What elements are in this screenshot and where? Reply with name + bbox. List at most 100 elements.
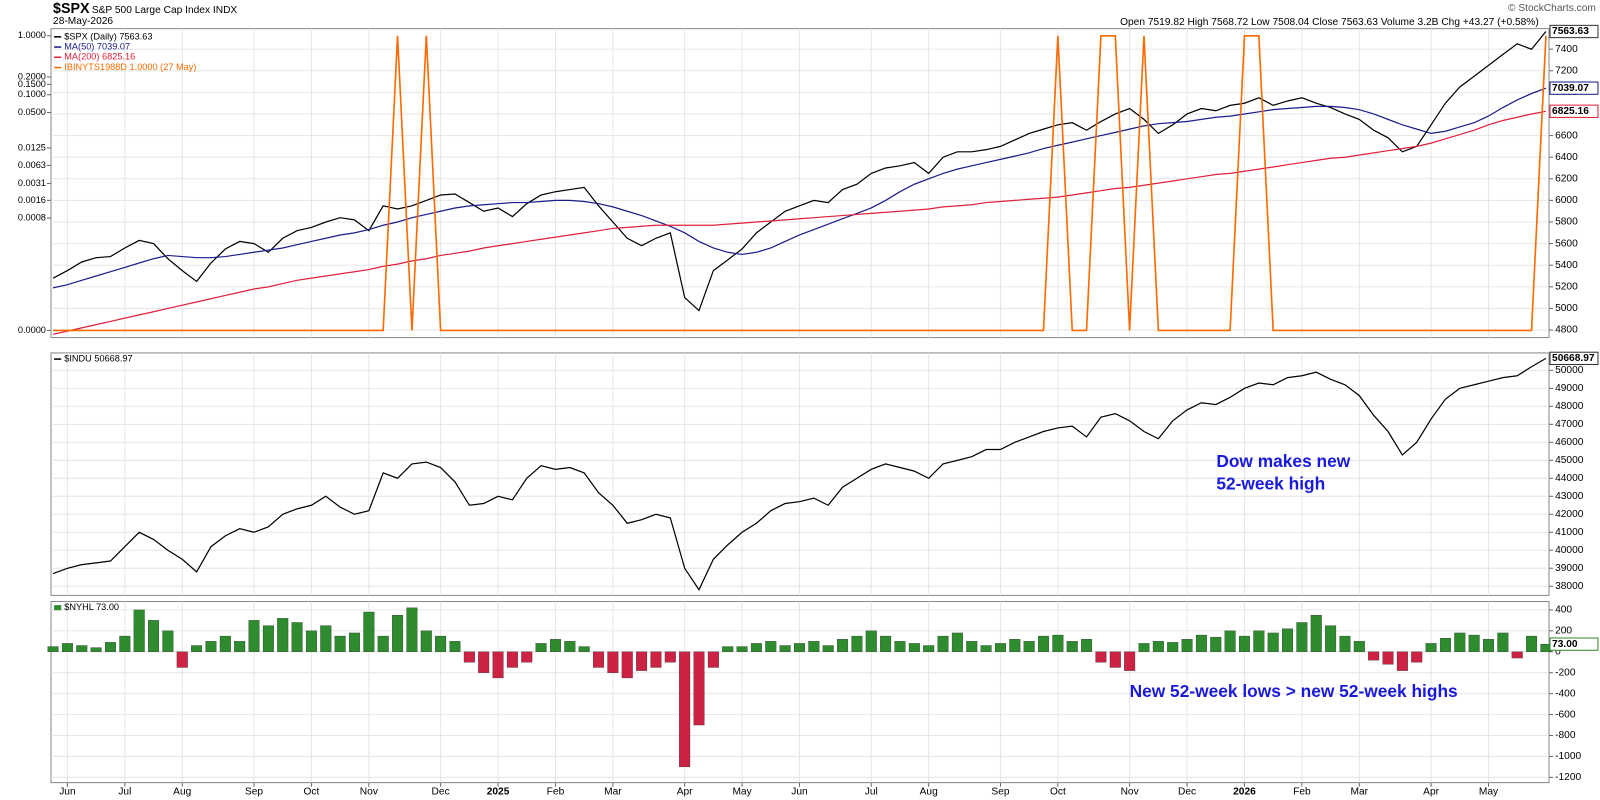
y-tick-label: 39000 (1555, 563, 1584, 574)
index-name: S&P 500 Large Cap Index INDX (92, 5, 238, 16)
bar (564, 641, 576, 652)
bar (578, 646, 590, 652)
series-line (52, 87, 1547, 289)
bar (219, 635, 231, 652)
bar (880, 635, 892, 652)
bar (377, 635, 389, 652)
annotation: 52-week high (1216, 473, 1325, 493)
bar (1396, 651, 1408, 671)
bar (349, 632, 360, 652)
bar (478, 651, 490, 673)
bar (636, 651, 648, 671)
y3-tick-label: 0.0016 (18, 195, 46, 205)
x-tick-label: Nov (1121, 787, 1140, 798)
bar (865, 630, 877, 652)
y-tick-label: 6600 (1555, 130, 1578, 141)
bar (406, 607, 418, 652)
y-tick-label: -800 (1555, 730, 1576, 741)
price-tag (1549, 104, 1599, 118)
bar (1253, 630, 1265, 652)
y3-tick-label: 0.0063 (18, 160, 46, 170)
bar (119, 635, 131, 652)
bar (1138, 643, 1150, 652)
series-line (52, 110, 1547, 335)
bar (621, 651, 633, 679)
y-tick-label: -200 (1555, 667, 1576, 678)
bar (1009, 639, 1021, 652)
x-tick-label: Feb (547, 787, 565, 798)
y3-tick-label: 0.0000 (18, 325, 46, 335)
price-tag (1549, 81, 1599, 95)
bar (1454, 632, 1466, 652)
annotation: Dow makes new (1216, 451, 1350, 471)
y3-tick-label: 0.0125 (18, 142, 46, 152)
y-tick-label: -400 (1555, 688, 1576, 699)
bar (1339, 635, 1351, 652)
bar (923, 645, 935, 652)
bar (794, 643, 805, 652)
bar (894, 641, 906, 652)
bar (908, 643, 920, 652)
bar (1124, 651, 1136, 671)
bar (1296, 622, 1308, 652)
x-tick-label: Jun (791, 787, 808, 798)
bar (1325, 625, 1337, 652)
y-tick-label: 46000 (1555, 437, 1584, 448)
bar (248, 620, 260, 652)
bar (722, 646, 734, 652)
bar (133, 609, 145, 652)
bar (851, 635, 863, 652)
bar (951, 632, 963, 652)
bar (1468, 634, 1480, 652)
x-tick-label: Apr (1423, 787, 1439, 798)
x-tick-label: Aug (173, 787, 191, 798)
bar (1095, 651, 1107, 663)
bar (549, 639, 561, 652)
bar (1238, 635, 1250, 652)
y-tick-label: -1200 (1555, 772, 1581, 783)
x-tick-label: Sep (245, 787, 263, 798)
bar (1382, 651, 1394, 665)
x-tick-label: Jul (865, 787, 878, 798)
y-tick-label: 400 (1555, 605, 1572, 616)
y3-tick-label: 0.1000 (18, 89, 46, 99)
bar (765, 641, 777, 652)
y-tick-label: 5400 (1555, 260, 1578, 271)
series-line (53, 34, 1547, 332)
bar (1038, 635, 1049, 652)
bar (1353, 641, 1365, 652)
legend-label: $SPX (Daily) 7563.63 (64, 31, 152, 41)
bar (1310, 614, 1322, 652)
x-tick-label: Apr (677, 787, 693, 798)
bar (1497, 632, 1509, 652)
price-tag-label: 73.00 (1552, 639, 1578, 650)
y-tick-label: 42000 (1555, 509, 1584, 520)
date: 28-May-2026 (53, 16, 113, 27)
bar (1181, 639, 1193, 652)
bar (1526, 635, 1538, 652)
y-tick-label: -1000 (1555, 751, 1581, 762)
y-tick-label: 6200 (1555, 173, 1578, 184)
bar (1152, 641, 1164, 652)
y-tick-label: 5000 (1555, 303, 1578, 314)
bar (1167, 642, 1179, 652)
bar (1368, 651, 1380, 661)
x-tick-label: Jun (59, 787, 76, 798)
x-tick-label: Sep (991, 787, 1009, 798)
legend-label: MA(200) 6825.16 (64, 52, 135, 62)
bar (334, 635, 346, 652)
bar (966, 641, 978, 652)
bar (1483, 639, 1494, 652)
bar (779, 645, 791, 652)
legend-label: IBINYTS1988D 1.0000 (27 May) (64, 62, 196, 72)
bar (664, 651, 676, 663)
bar (1439, 638, 1451, 652)
y-tick-label: 43000 (1555, 491, 1584, 502)
bar (191, 645, 203, 652)
y-tick-label: 7200 (1555, 65, 1578, 76)
bar (262, 625, 274, 652)
series-line (52, 357, 1547, 592)
bar (449, 641, 461, 652)
y3-tick-label: 0.0008 (18, 212, 46, 222)
